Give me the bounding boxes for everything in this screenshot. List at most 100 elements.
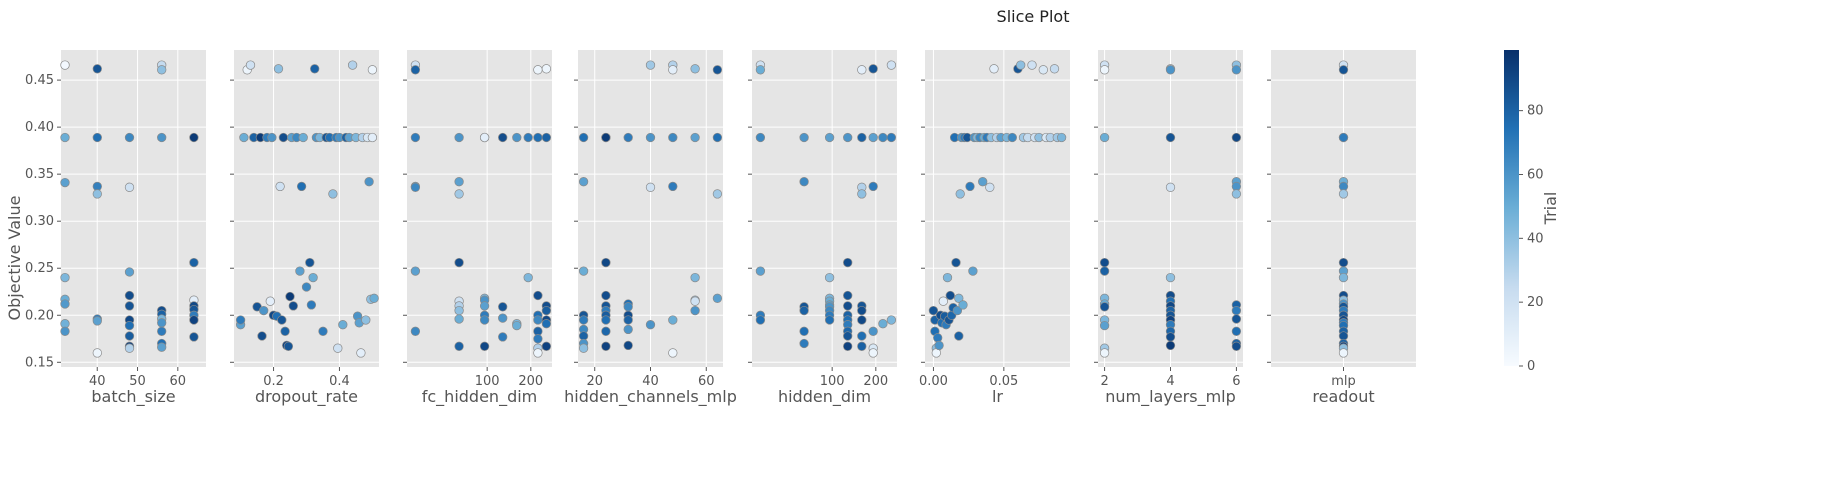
data-point — [189, 257, 199, 268]
data-point — [296, 181, 307, 192]
data-point — [306, 300, 317, 310]
data-point — [318, 326, 328, 336]
data-point — [668, 181, 678, 192]
x-tick-label: 40 — [89, 374, 106, 389]
y-tick-label: 0.20 — [25, 308, 54, 323]
data-point — [985, 182, 995, 192]
data-point — [454, 305, 464, 316]
data-point — [1338, 257, 1349, 268]
data-point — [690, 305, 700, 316]
data-point — [479, 132, 490, 143]
data-point — [369, 293, 379, 303]
data-point — [1099, 65, 1110, 75]
data-point — [498, 332, 508, 342]
data-point — [92, 348, 102, 358]
data-point — [601, 326, 611, 336]
data-point — [954, 331, 964, 341]
data-point — [1099, 132, 1110, 143]
data-point — [454, 177, 464, 187]
data-point — [755, 266, 766, 276]
data-point — [868, 348, 878, 358]
data-point — [933, 333, 943, 343]
data-point — [479, 315, 490, 325]
data-point — [124, 267, 135, 277]
x-tick-label: 4 — [1166, 374, 1174, 389]
data-point — [843, 301, 853, 311]
data-point — [1165, 272, 1176, 283]
x-axis-label: readout — [1312, 387, 1374, 406]
data-point — [668, 315, 678, 325]
data-point — [235, 315, 246, 325]
data-point — [257, 331, 267, 341]
data-point — [868, 181, 878, 192]
data-point — [60, 326, 70, 336]
data-point — [541, 341, 552, 351]
data-point — [361, 315, 371, 325]
x-tick-label: 0.2 — [263, 374, 284, 389]
data-point — [1056, 132, 1067, 143]
x-axis-label: lr — [992, 387, 1003, 406]
data-point — [1165, 65, 1176, 75]
data-point — [755, 132, 766, 143]
data-point — [857, 315, 867, 325]
data-point — [533, 290, 543, 301]
data-point — [857, 65, 867, 75]
data-point — [157, 342, 167, 352]
data-point — [498, 313, 508, 323]
x-tick-label: 2 — [1100, 374, 1108, 389]
x-tick-label: 6 — [1232, 374, 1240, 389]
data-point — [578, 343, 589, 353]
data-point — [578, 315, 589, 325]
data-point — [124, 290, 135, 301]
data-point — [868, 132, 878, 143]
x-axis-label: dropout_rate — [255, 387, 358, 407]
data-point — [578, 266, 589, 276]
data-point — [690, 132, 700, 143]
data-point — [498, 132, 508, 143]
data-point — [989, 64, 999, 74]
data-point — [410, 326, 421, 336]
data-point — [942, 272, 953, 283]
data-point — [978, 177, 988, 187]
data-point — [668, 65, 678, 75]
data-point — [1231, 314, 1242, 324]
plot-area — [752, 50, 897, 367]
data-point — [265, 296, 275, 306]
data-point — [364, 177, 374, 187]
data-point — [124, 331, 135, 341]
data-point — [623, 132, 633, 143]
data-point — [454, 341, 464, 351]
data-point — [843, 132, 853, 143]
x-tick-label: 0.05 — [989, 374, 1018, 389]
data-point — [124, 343, 135, 353]
data-point — [952, 305, 963, 316]
data-point — [239, 132, 249, 143]
data-point — [601, 315, 611, 325]
data-point — [878, 319, 888, 329]
data-point — [623, 324, 633, 335]
data-point — [157, 326, 167, 336]
data-point — [301, 282, 312, 292]
data-point — [1231, 326, 1242, 336]
data-point — [1049, 64, 1060, 74]
data-point — [623, 315, 633, 325]
data-point — [541, 305, 552, 316]
data-point — [157, 65, 167, 75]
data-point — [285, 291, 295, 302]
data-point — [410, 132, 421, 143]
data-point — [934, 340, 944, 351]
x-tick-label: 100 — [475, 374, 500, 389]
data-point — [60, 177, 70, 188]
data-point — [245, 60, 256, 70]
y-tick-label: 0.40 — [25, 120, 54, 135]
data-point — [578, 132, 589, 143]
data-point — [124, 182, 135, 192]
data-point — [1099, 266, 1110, 276]
data-point — [338, 320, 348, 330]
chart-title: Slice Plot — [997, 7, 1070, 26]
x-tick-label: 60 — [170, 374, 187, 389]
plot-area — [407, 50, 552, 367]
data-point — [60, 272, 70, 283]
data-point — [1099, 302, 1110, 312]
